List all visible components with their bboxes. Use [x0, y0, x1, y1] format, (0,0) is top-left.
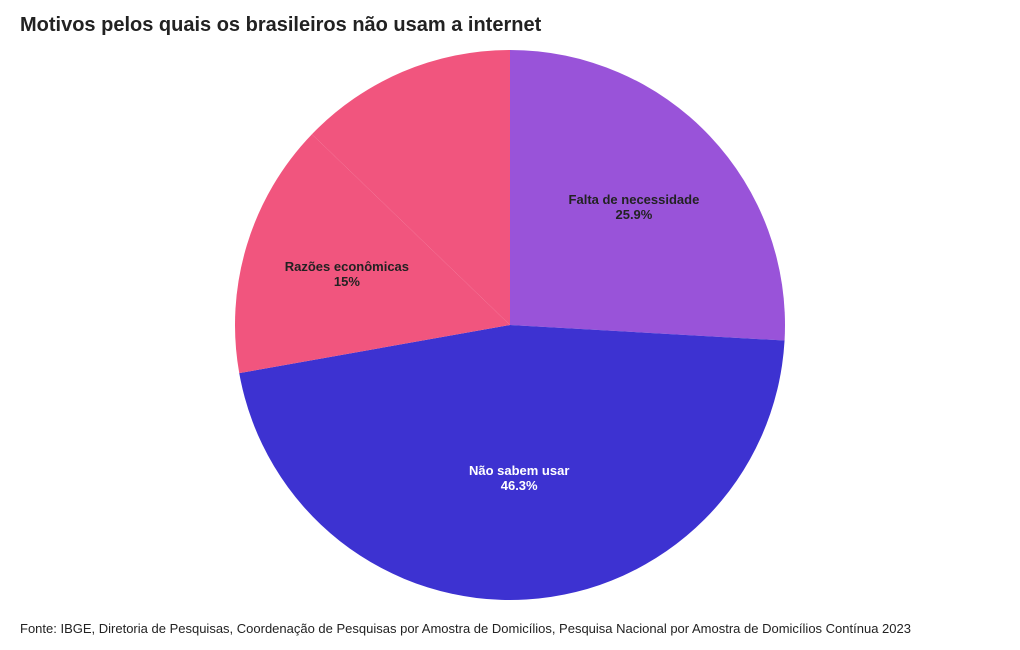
chart-title: Motivos pelos quais os brasileiros não u… — [20, 14, 541, 37]
pie-chart: Falta de necessidade25.9%Não sabem usar4… — [230, 45, 790, 605]
chart-container: Motivos pelos quais os brasileiros não u… — [0, 0, 1020, 650]
pie-slice — [239, 325, 784, 600]
pie-slice — [510, 50, 785, 341]
pie-svg — [230, 45, 790, 605]
chart-source: Fonte: IBGE, Diretoria de Pesquisas, Coo… — [20, 621, 911, 636]
